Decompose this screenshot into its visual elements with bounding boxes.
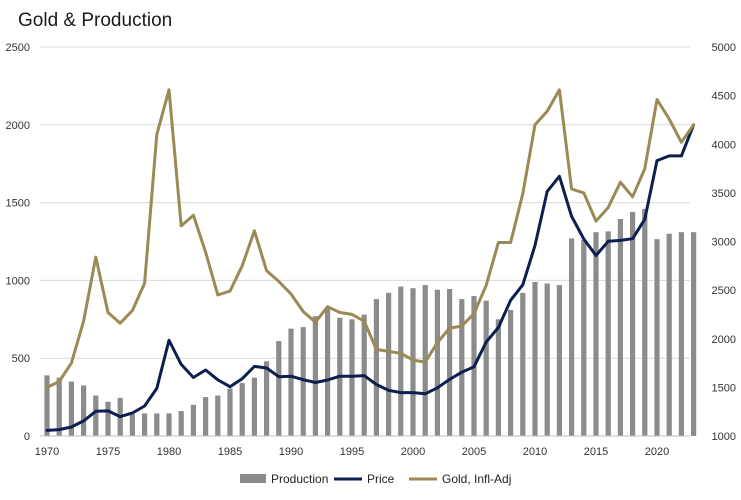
production-bar [605, 231, 611, 436]
production-bar [678, 232, 684, 436]
production-bar [459, 299, 465, 436]
right-tick-label: 2000 [712, 334, 736, 346]
x-tick-label: 1985 [218, 446, 242, 458]
production-bar [288, 328, 294, 436]
production-bar [483, 300, 489, 436]
production-bar [691, 232, 697, 436]
left-tick-label: 1500 [6, 198, 30, 210]
production-bar [581, 239, 587, 436]
x-tick-label: 1975 [96, 446, 120, 458]
production-bar [569, 238, 575, 436]
production-bar [105, 401, 111, 436]
line-series [45, 88, 696, 432]
production-bar [203, 397, 209, 436]
x-tick-label: 1970 [35, 446, 59, 458]
production-bar [593, 232, 599, 436]
production-bar [227, 388, 233, 436]
x-tick-label: 1995 [340, 446, 364, 458]
production-bar [617, 218, 623, 436]
left-tick-label: 2500 [6, 42, 30, 54]
legend-label: Price [367, 472, 395, 486]
production-bars [44, 208, 697, 436]
production-bar [630, 211, 636, 436]
production-bar [532, 281, 538, 436]
production-bar [386, 292, 392, 436]
production-bar [556, 285, 562, 436]
right-tick-label: 4000 [712, 139, 736, 151]
production-bar [44, 375, 50, 436]
left-tick-label: 500 [12, 353, 30, 365]
production-bar [81, 385, 87, 436]
production-bar [447, 288, 453, 436]
production-bar [142, 413, 148, 436]
production-bar [666, 233, 672, 436]
production-bar [190, 404, 196, 436]
production-bar [398, 286, 404, 436]
right-tick-label: 4500 [712, 91, 736, 103]
production-bar [325, 308, 331, 436]
legend-swatch-production [240, 474, 266, 483]
chart-title: Gold & Production [18, 10, 173, 31]
x-tick-label: 2020 [645, 446, 669, 458]
x-tick-label: 2015 [584, 446, 608, 458]
right-tick-label: 5000 [712, 42, 736, 54]
production-bar [154, 413, 160, 436]
right-tick-label: 3500 [712, 188, 736, 200]
x-tick-label: 2005 [462, 446, 486, 458]
production-bar [215, 395, 221, 436]
production-bar [410, 288, 416, 436]
gold-infl-adj-line [45, 88, 696, 389]
production-bar [264, 361, 270, 436]
production-bar [251, 377, 257, 436]
legend-label: Production [271, 472, 328, 486]
x-tick-label: 1980 [157, 446, 181, 458]
production-bar [520, 292, 526, 436]
right-tick-label: 3000 [712, 237, 736, 249]
x-tick-label: 2000 [401, 446, 425, 458]
legend-label: Gold, Infl-Adj [442, 472, 511, 486]
production-bar [642, 208, 648, 436]
right-tick-label: 1000 [712, 431, 736, 443]
production-bar [434, 289, 440, 436]
production-bar [166, 413, 172, 436]
production-bar [239, 383, 245, 436]
left-tick-label: 1000 [6, 275, 30, 287]
production-bar [495, 319, 501, 436]
x-tick-label: 2010 [523, 446, 547, 458]
x-tick-label: 1990 [279, 446, 303, 458]
production-bar [654, 239, 660, 436]
production-bar [56, 377, 62, 436]
production-bar [300, 327, 306, 436]
axes: 0 500 1000 1500 2000 2500 1000 1500 2000 2500 3000… [6, 42, 736, 458]
production-bar [178, 411, 184, 436]
legend: Production Price Gold, Infl-Adj [240, 472, 511, 486]
production-bar [312, 316, 318, 436]
right-tick-label: 1500 [712, 382, 736, 394]
production-bar [508, 309, 514, 436]
production-bar [68, 381, 74, 436]
production-bar [373, 299, 379, 436]
price-line [45, 123, 696, 432]
production-bar [544, 283, 550, 436]
production-bar [93, 395, 99, 436]
production-bar [129, 414, 135, 436]
production-bar [276, 341, 282, 436]
left-tick-label: 2000 [6, 120, 30, 132]
left-tick-label: 0 [24, 431, 30, 443]
right-tick-label: 2500 [712, 285, 736, 297]
